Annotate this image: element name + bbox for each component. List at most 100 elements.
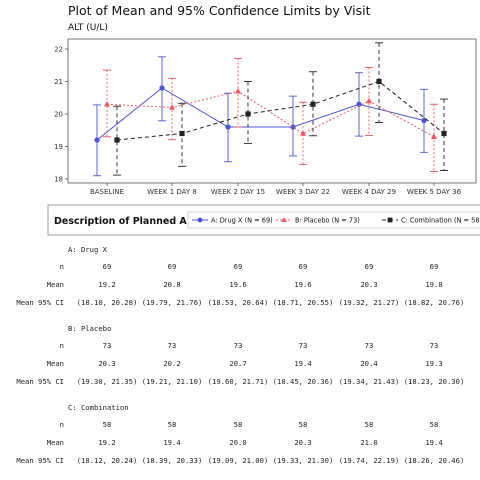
data-point: [159, 85, 165, 91]
table-cell: 69: [299, 262, 308, 271]
table-cell: 69: [430, 262, 439, 271]
table-section: C: Combination n 58 58 58 58 58 58 Mean 19.2 19.4 2…: [16, 403, 464, 465]
table-cell: (19.09, 21.00): [208, 456, 269, 465]
data-point: [179, 130, 185, 137]
table-cell: (18.45, 20.36): [273, 377, 334, 386]
legend-label: B: Placebo (N = 73): [295, 217, 360, 225]
table-cell: (18.82, 20.76): [404, 298, 465, 307]
y-tick-label: 19: [54, 143, 63, 151]
row-label: Mean: [47, 438, 64, 447]
table-cell: 20.8: [163, 280, 180, 289]
data-point: [366, 97, 372, 104]
axes: 18 19 20 21 22 BASELINE WEEK 1 DAY 8 WEEK 2 DAY…: [54, 38, 477, 196]
x-tick-label: BASELINE: [90, 188, 124, 196]
section-title: C: Combination: [68, 403, 129, 412]
table-cell: 73: [430, 341, 439, 350]
table-cell: 58: [103, 420, 112, 429]
table-cell: 19.8: [425, 280, 442, 289]
table-cell: 73: [234, 341, 243, 350]
table-cell: 58: [299, 420, 308, 429]
table-cell: 19.2: [98, 280, 115, 289]
row-label: Mean 95% CI: [16, 377, 64, 386]
table-cell: 69: [168, 262, 177, 271]
series-3: [113, 42, 448, 176]
chart-subtitle: ALT (U/L): [68, 23, 108, 33]
data-point: [169, 104, 175, 110]
table-cell: 58: [365, 420, 374, 429]
table-cell: 69: [234, 262, 243, 271]
table-section: B: Placebo n 73 73 73 73 73 73 Mean 20.3 20.2 20.7 1…: [16, 324, 464, 386]
data-point: [245, 111, 251, 117]
row-label: Mean 95% CI: [16, 298, 64, 307]
table-cell: 19.3: [425, 359, 442, 368]
series-1: [93, 56, 428, 177]
data-point: [114, 137, 120, 143]
x-tick-label: WEEK 4 DAY 29: [342, 188, 396, 196]
legend-marker: [387, 217, 393, 223]
series-2: [103, 57, 438, 172]
table-cell: 58: [234, 420, 243, 429]
legend-label: C: Combination (N = 58): [401, 217, 480, 225]
legend-entries: A: Drug X (N = 69) B: Placebo (N = 73) C: …: [192, 217, 480, 225]
data-point: [441, 130, 447, 137]
table-cell: 58: [168, 420, 177, 429]
legend-entries-box: [187, 211, 480, 229]
data-point: [300, 130, 306, 136]
table-cell: 20.3: [98, 359, 115, 368]
table-cell: 73: [365, 341, 374, 350]
data-point: [290, 124, 296, 130]
series-line: [116, 80, 445, 141]
data-point: [310, 101, 316, 107]
table-cell: 20.7: [229, 359, 246, 368]
table-cell: 20.3: [360, 280, 377, 289]
legend-label: A: Drug X (N = 69): [211, 217, 273, 225]
series-layer: [93, 42, 448, 177]
table-cell: 19.4: [163, 438, 180, 447]
table-cell: 19.4: [425, 438, 442, 447]
series-line: [96, 87, 425, 141]
data-point: [104, 101, 110, 107]
table-cell: 20.4: [360, 359, 377, 368]
table-cell: 73: [299, 341, 308, 350]
table-cell: (18.53, 20.64): [208, 298, 269, 307]
table-cell: (18.10, 20.28): [77, 298, 138, 307]
y-tick-label: 20: [54, 111, 63, 119]
table-cell: 19.2: [98, 438, 115, 447]
table-cell: 69: [365, 262, 374, 271]
table-cell: (18.71, 20.55): [273, 298, 334, 307]
legend: Description of Planned A A: Drug X (N = …: [47, 204, 480, 236]
section-title: B: Placebo: [68, 324, 111, 333]
table-cell: (18.12, 20.24): [77, 456, 138, 465]
x-tick-label: WEEK 3 DAY 22: [276, 188, 330, 196]
table-cell: 20.2: [163, 359, 180, 368]
table-cell: (19.32, 21.27): [339, 298, 400, 307]
row-label: n: [60, 341, 64, 350]
row-label: n: [60, 420, 64, 429]
x-tick-label: WEEK 2 DAY 15: [211, 188, 265, 196]
table-cell: 21.0: [360, 438, 377, 447]
series-line: [106, 90, 435, 138]
table-cell: (19.21, 21.10): [142, 377, 203, 386]
table-cell: (19.60, 21.71): [208, 377, 269, 386]
section-title: A: Drug X: [68, 245, 108, 254]
table-cell: (18.39, 20.33): [142, 456, 203, 465]
table-cell: (18.23, 20.30): [404, 377, 465, 386]
table-cell: 20.3: [294, 438, 311, 447]
table-cell: 19.4: [294, 359, 311, 368]
legend-marker: [197, 217, 203, 223]
table-cell: (19.74, 22.19): [339, 456, 400, 465]
data-point: [235, 88, 241, 94]
y-tick-label: 18: [54, 176, 63, 184]
table-cell: 20.0: [229, 438, 246, 447]
legend-marker: [281, 217, 287, 222]
data-point: [431, 133, 437, 139]
data-point: [376, 78, 382, 85]
table-cell: 19.6: [294, 280, 311, 289]
table-cell: 73: [168, 341, 177, 350]
data-point: [421, 117, 427, 124]
data-point: [356, 101, 362, 107]
table-cell: 69: [103, 262, 112, 271]
summary-table: A: Drug X n 69 69 69 69 69 69 Mean 19.2 20.8 19.6 19…: [16, 245, 464, 465]
table-section: A: Drug X n 69 69 69 69 69 69 Mean 19.2 20.8 19.6 19…: [16, 245, 464, 307]
